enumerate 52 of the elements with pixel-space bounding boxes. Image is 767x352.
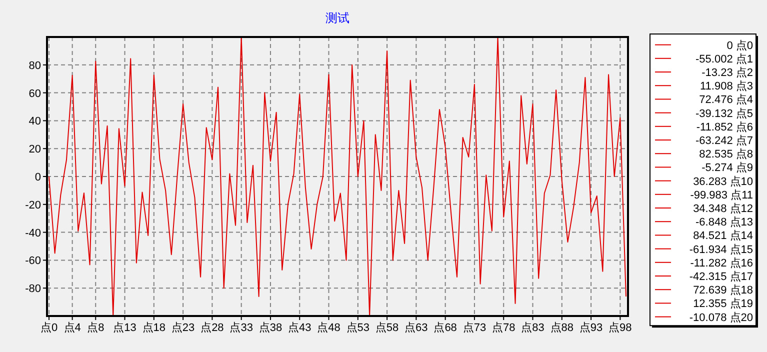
title: 测试 [326,11,350,25]
x-tick-label: 点23 [171,321,195,334]
y-tick-label: -20 [25,199,41,212]
text: -10.078 点20 [689,310,753,324]
text: 82.535 点8 [699,148,753,161]
x-tick-label: 点48 [317,321,340,334]
x-tick-label: 点73 [462,321,486,334]
text: -13.23 点2 [702,66,753,79]
y-tick-label: 40 [28,116,41,128]
text: 34.348 点12 [693,202,753,215]
x-tick-label: 点83 [521,321,544,334]
x-tick-label: 点43 [288,321,312,334]
text: -5.274 点9 [702,161,753,174]
x-tick-label: 点53 [346,321,370,334]
x-tick-label: 点78 [492,321,516,334]
x-tick-label: 点4 [64,321,81,334]
x-tick-label: 点18 [142,321,166,334]
text: -6.848 点13 [696,216,753,229]
x-tick-label: 点58 [375,321,399,334]
x-tick-label: 点0 [40,321,58,334]
x-tick-label: 点68 [434,321,457,334]
text: 11.908 点3 [700,80,753,93]
text: 72.476 点4 [699,93,753,106]
x-tick-label: 点28 [200,321,224,334]
x-tick-label: 点38 [258,321,282,334]
text: -42.315 点17 [689,270,753,283]
y-tick-label: -40 [25,227,41,240]
x-tick-label: 点33 [230,321,253,334]
text: -55.002 点1 [696,52,753,66]
y-tick-label: 0 [34,172,41,184]
y-tick-label: 60 [28,88,41,100]
x-tick-label: 点63 [404,321,428,334]
y-tick-label: 20 [28,144,41,156]
text: -11.852 点6 [696,120,753,134]
text: -11.282 点16 [690,256,753,270]
text: 72.639 点18 [693,284,753,297]
x-tick-label: 点98 [608,321,632,334]
y-tick-label: 80 [28,60,41,72]
text: -39.132 点5 [696,106,753,120]
text: 84.521 点14 [693,229,753,242]
x-tick-label: 点13 [113,321,136,334]
y-tick-label: -60 [25,255,41,268]
text: -61.934 点15 [689,242,753,256]
x-tick-label: 点93 [579,321,603,334]
text: 0 点0 [726,38,753,52]
text: -63.242 点7 [696,134,753,147]
x-tick-label: 点8 [87,321,104,334]
text: -99.983 点11 [690,188,753,202]
text: 12.355 点19 [693,297,753,310]
text: 36.283 点10 [693,174,753,188]
y-tick-label: -80 [25,283,41,296]
x-tick-label: 点88 [550,321,574,334]
